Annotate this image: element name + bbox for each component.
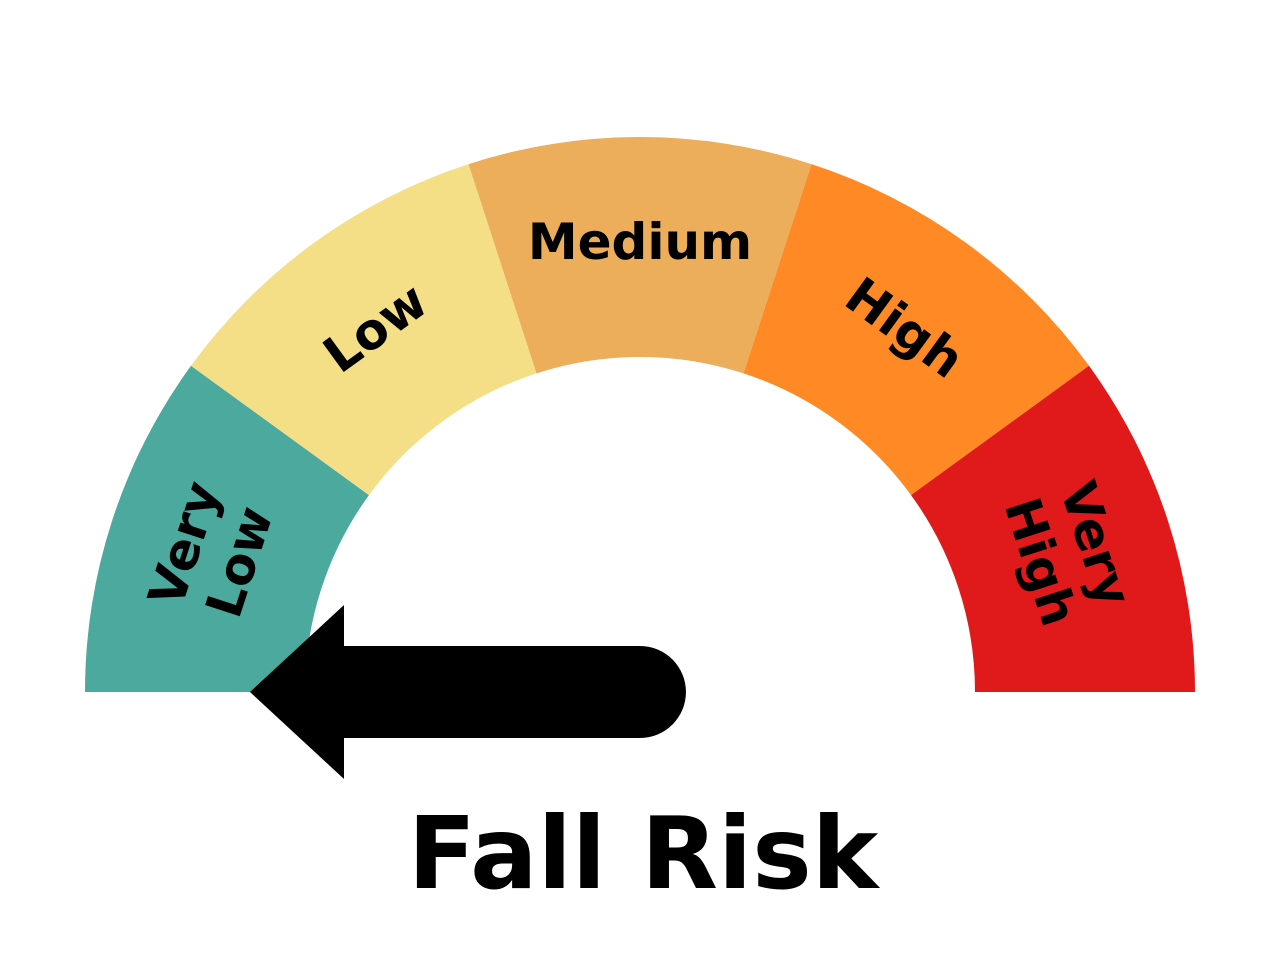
gauge-segments	[85, 137, 1195, 692]
segment-very-high	[911, 365, 1195, 692]
needle-head	[250, 605, 344, 779]
segment-very-low	[85, 365, 369, 692]
needle-shaft	[344, 646, 686, 738]
needle-arrow	[250, 605, 686, 779]
chart-title: Fall Risk	[408, 795, 881, 912]
segment-low	[190, 164, 537, 496]
segment-medium	[468, 137, 812, 374]
segment-high	[743, 164, 1090, 496]
gauge-needle	[250, 605, 686, 779]
segment-label-medium: Medium	[528, 213, 752, 271]
segment-label-line: Medium	[528, 213, 752, 271]
